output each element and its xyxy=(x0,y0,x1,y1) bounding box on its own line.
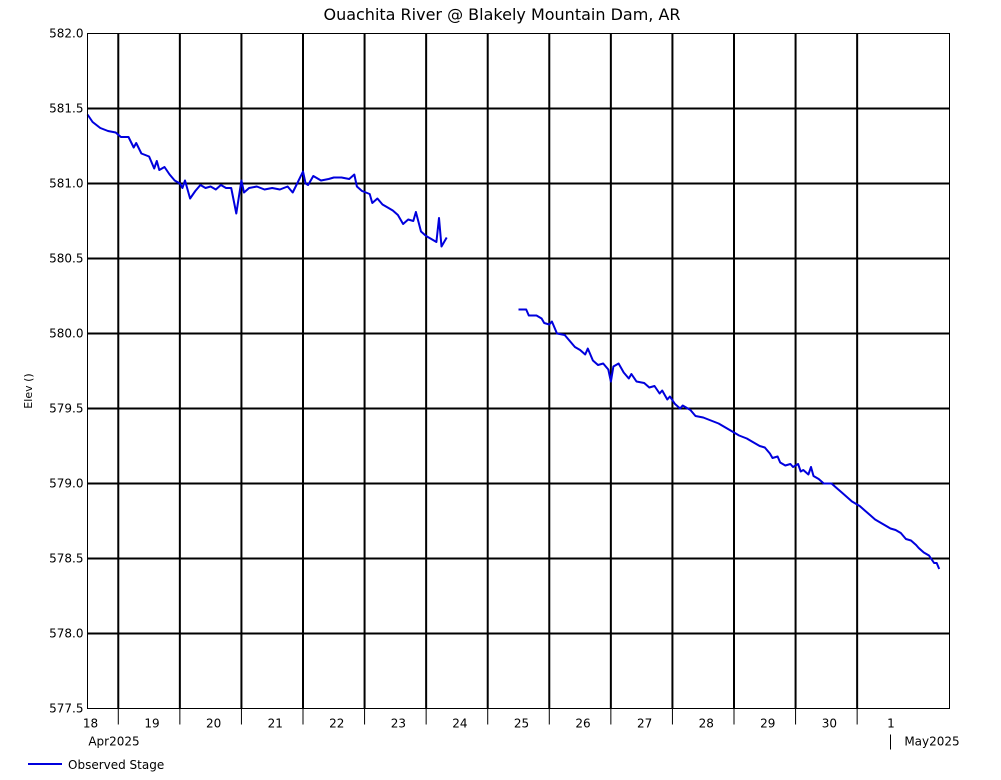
x-tick-label: 19 xyxy=(144,717,159,731)
y-axis-label: Elev () xyxy=(22,373,35,408)
x-tick-label: 30 xyxy=(822,717,837,731)
y-tick-label: 582.0 xyxy=(49,27,83,41)
y-tick-label: 580.5 xyxy=(49,252,83,266)
series-line-observed-stage xyxy=(518,308,941,570)
y-tick-label: 579.0 xyxy=(49,477,83,491)
y-tick-label: 581.5 xyxy=(49,102,83,116)
x-month-label: May2025 xyxy=(904,735,959,749)
chart-title: Ouachita River @ Blakely Mountain Dam, A… xyxy=(323,5,680,24)
legend-label: Observed Stage xyxy=(68,758,164,772)
y-tick-label: 580.0 xyxy=(49,327,83,341)
legend: Observed Stage xyxy=(28,758,164,772)
x-month-label: Apr2025 xyxy=(88,735,139,749)
x-tick-label: 20 xyxy=(206,717,221,731)
y-tick-label: 578.5 xyxy=(49,552,83,566)
x-tick-label: 21 xyxy=(268,717,283,731)
x-tick-label: 26 xyxy=(575,717,590,731)
plot-frame xyxy=(87,33,950,709)
y-tick-label: 577.5 xyxy=(49,702,83,716)
series-layer xyxy=(86,113,941,570)
y-tick-label: 579.5 xyxy=(49,402,83,416)
x-tick-label: 18 xyxy=(83,717,98,731)
x-tick-label: 1 xyxy=(887,717,895,731)
x-tick-label: 25 xyxy=(514,717,529,731)
y-tick-label: 578.0 xyxy=(49,627,83,641)
x-tick-label: 22 xyxy=(329,717,344,731)
x-axis: 18 19 20 21 22 23 24 25 26 27 28 29 30 1 Apr2025 May202… xyxy=(83,708,960,750)
x-tick-label: 23 xyxy=(391,717,406,731)
chart-grid xyxy=(87,33,950,709)
y-axis: 577.5 578.0 578.5 579.0 579.5 580.0 580.5 581.0… xyxy=(49,27,83,716)
x-tick-label: 24 xyxy=(452,717,467,731)
series-line-observed-stage xyxy=(86,113,448,248)
x-tick-label: 29 xyxy=(760,717,775,731)
x-tick-label: 28 xyxy=(699,717,714,731)
x-tick-label: 27 xyxy=(637,717,652,731)
y-tick-label: 581.0 xyxy=(49,177,83,191)
